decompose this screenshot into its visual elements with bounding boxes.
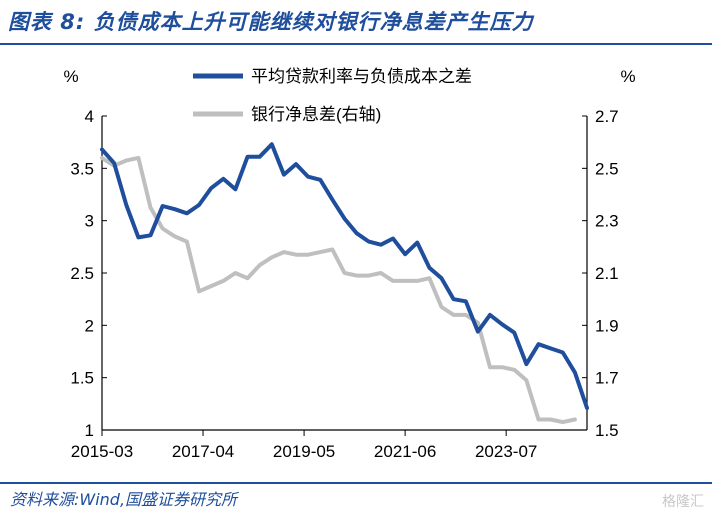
source-note: 资料来源:Wind,国盛证券研究所 (10, 490, 238, 509)
legend-label: 平均贷款利率与负债成本之差 (251, 67, 472, 86)
left-tick-label: 1 (85, 421, 94, 440)
right-tick-label: 2.5 (595, 159, 619, 178)
right-tick-label: 2.7 (595, 107, 619, 126)
right-tick-label: 2.1 (595, 264, 619, 283)
left-tick-label: 1.5 (70, 369, 94, 388)
right-tick-label: 1.5 (595, 421, 619, 440)
figure-title: 图表 8: 负债成本上升可能继续对银行净息差产生压力 (8, 10, 534, 34)
series-line-loan-rate-spread (100, 142, 589, 410)
x-tick-label: 2021-06 (374, 442, 436, 461)
left-tick-label: 4 (85, 107, 94, 126)
legend-label: 银行净息差(右轴) (251, 105, 381, 124)
left-tick-label: 2 (85, 316, 94, 335)
left-tick-label: 3.5 (70, 159, 94, 178)
right-tick-label: 1.9 (595, 316, 619, 335)
x-tick-label: 2017-04 (172, 442, 234, 461)
dual-axis-line-chart: % % 1 1.5 2 2.5 3 3.5 4 1.5 1.7 1.9 2.1 2.3 2.5 2.7 2015… (63, 67, 635, 461)
axes: % % 1 1.5 2 2.5 3 3.5 4 1.5 1.7 1.9 2.1 2.3 2.5 2.7 2015… (63, 67, 635, 461)
footer-rule (0, 482, 712, 484)
right-axis-unit: % (620, 67, 635, 86)
left-tick-label: 2.5 (70, 264, 94, 283)
series-layer (100, 142, 589, 425)
x-tick-label: 2019-05 (273, 442, 335, 461)
left-tick-label: 3 (85, 212, 94, 231)
left-axis-unit: % (63, 67, 78, 86)
title-rule (0, 43, 712, 45)
series-line-net-interest-margin (100, 155, 577, 425)
right-tick-label: 1.7 (595, 369, 619, 388)
right-tick-label: 2.3 (595, 212, 619, 231)
x-tick-label: 2023-07 (475, 442, 537, 461)
watermark: 格隆汇 (662, 494, 704, 510)
title-bar: 图表 8: 负债成本上升可能继续对银行净息差产生压力 (0, 0, 712, 45)
x-tick-label: 2015-03 (71, 442, 133, 461)
